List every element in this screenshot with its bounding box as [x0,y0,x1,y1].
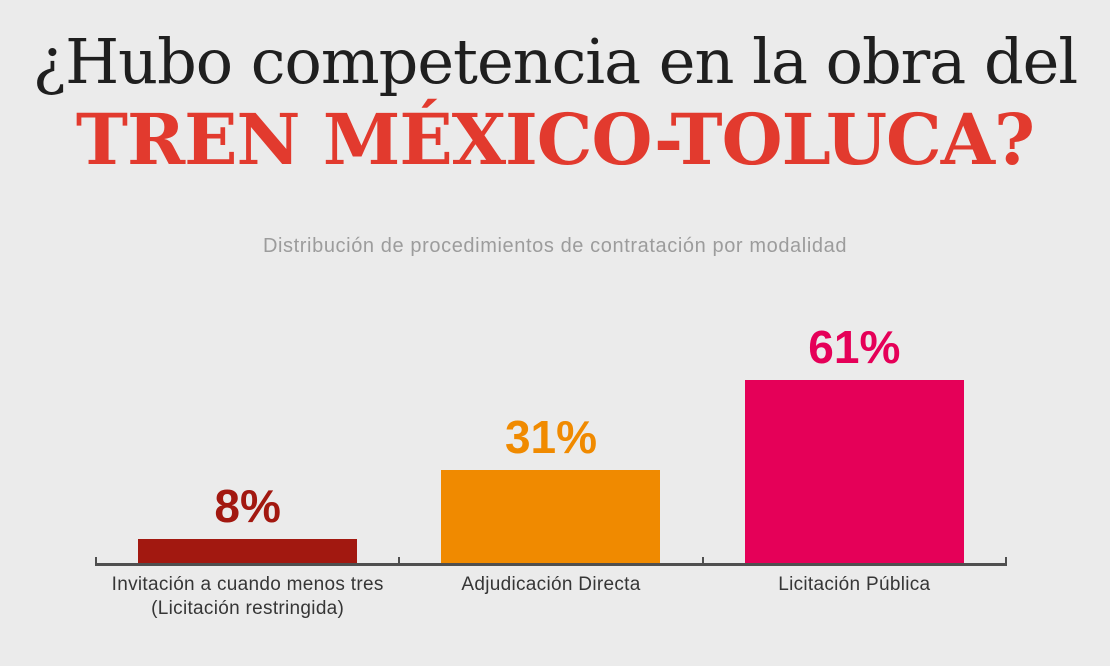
bar-value-label: 31% [504,411,598,463]
bar-value-label: 61% [808,321,901,373]
axis-tick [701,557,704,566]
category-label: Adjudicación Directa [461,574,641,595]
axis-tick [398,557,401,566]
chart-column: 61% [703,323,1006,563]
bar [138,539,358,563]
title-subject-line: TREN MÉXICO-TOLUCA? [75,98,1035,181]
x-axis-labels: Invitación a cuando menos tres (Licitaci… [96,566,1006,621]
bar-chart: 8% 31% 61% Invitación a cuando menos tres … [95,323,1007,621]
axis-tick [95,557,97,566]
x-axis-line [95,557,1007,566]
title-question-line: ¿Hubo competencia en la obra del [32,25,1078,98]
category-label: Licitación Pública [778,574,931,595]
chart-column: 8% [96,323,399,563]
bar-value-label: 8% [214,480,281,532]
bar [744,380,964,563]
bar [441,470,661,563]
category-label: Invitación a cuando menos tres (Licitaci… [111,574,384,619]
chart-subtitle: Distribución de procedimientos de contra… [262,235,848,257]
chart-column: 31% [399,323,702,563]
chart-plot-area: 8% 31% 61% [96,323,1006,563]
axis-tick [1005,557,1007,566]
